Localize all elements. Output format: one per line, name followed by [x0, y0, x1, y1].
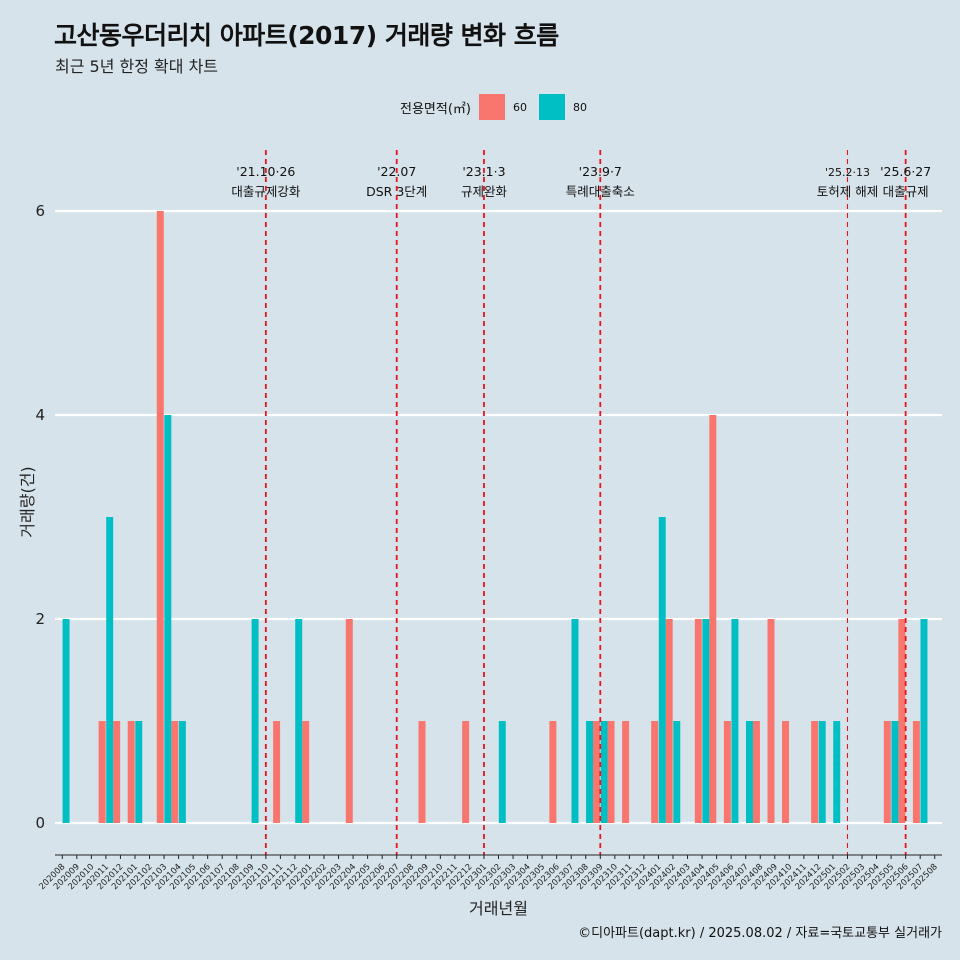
event-label: '25.6·27: [880, 164, 931, 179]
y-tick-label: 0: [35, 814, 45, 832]
bar-60-202111: [273, 721, 281, 823]
bar-80-202406: [731, 619, 739, 823]
bar-80-202008: [62, 619, 70, 823]
bar-80-202112: [295, 619, 303, 823]
y-tick-label: 6: [35, 202, 45, 220]
event-label: 대출규제강화: [231, 184, 301, 199]
bar-80-202101: [135, 721, 143, 823]
bar-60-202505: [883, 721, 891, 823]
bar-60-202306: [549, 721, 557, 823]
bar-80-202104: [178, 721, 186, 823]
bar-60-202404: [694, 619, 702, 823]
bar-80-202309: [600, 721, 608, 823]
bar-60-202409: [767, 619, 775, 823]
bar-60-202212: [462, 721, 470, 823]
bar-80-202401: [658, 517, 666, 823]
x-axis-title: 거래년월: [469, 899, 528, 918]
bar-60-202204: [345, 619, 353, 823]
y-tick-label: 4: [35, 406, 45, 424]
chart-title: 고산동우더리치 아파트(2017) 거래량 변화 흐름: [54, 21, 559, 50]
bar-60-202401: [651, 721, 659, 823]
event-label: '23.1·3: [462, 164, 505, 179]
y-tick-label: 2: [35, 610, 45, 628]
bar-60-202012: [113, 721, 121, 823]
bar-60-202406: [723, 721, 731, 823]
bar-60-202311: [622, 721, 630, 823]
bar-80-202505: [891, 721, 899, 823]
bar-60-202103: [156, 211, 164, 823]
chart-subtitle: 최근 5년 한정 확대 차트: [55, 57, 219, 76]
bar-60-202408: [752, 721, 760, 823]
bar-60-202402: [665, 619, 673, 823]
bar-60-202309: [593, 721, 600, 823]
legend-swatch-60: [478, 94, 505, 120]
bar-80-202402: [673, 721, 681, 823]
source-caption: ©디아파트(dapt.kr) / 2025.08.02 / 자료=국토교통부 실…: [578, 926, 942, 941]
bar-60-202310: [607, 721, 615, 823]
legend-title: 전용면적(㎡): [400, 101, 471, 117]
event-label: 특례대출축소: [566, 184, 635, 199]
legend: 전용면적(㎡) 60 80: [400, 94, 599, 120]
event-label: 대출규제: [883, 184, 929, 199]
bar-60-202201: [302, 721, 310, 823]
bar-60-202506: [898, 619, 906, 823]
legend-swatch-80: [538, 94, 565, 120]
bar-60-202209: [418, 721, 426, 823]
bar-80-202407: [745, 721, 753, 823]
bar-60-202412: [811, 721, 819, 823]
bar-60-202101: [127, 721, 135, 823]
event-label: '22.07: [377, 164, 416, 179]
bar-60-202507: [912, 721, 920, 823]
event-label: 규제완화: [461, 184, 508, 199]
event-label: '25.2·13: [825, 166, 870, 179]
event-label: '23.9·7: [579, 164, 622, 179]
bar-60-202410: [782, 721, 790, 823]
bar-80-202412: [818, 721, 826, 823]
bar-80-202103: [164, 415, 172, 823]
y-axis-title: 거래량(건): [18, 466, 37, 537]
bar-80-202501: [833, 721, 841, 823]
bar-60-202104: [171, 721, 179, 823]
bar-80-202404: [702, 619, 710, 823]
bar-60-202011: [98, 721, 106, 823]
bar-80-202507: [920, 619, 928, 823]
bar-80-202308: [586, 721, 594, 823]
bar-80-202011: [106, 517, 114, 823]
event-label: '21.10·26: [236, 164, 295, 179]
event-label: 토허제 해제: [817, 184, 878, 199]
event-label: DSR 3단계: [366, 184, 427, 199]
legend-label-80: 80: [572, 100, 587, 114]
bar-80-202307: [571, 619, 579, 823]
legend-label-60: 60: [512, 100, 527, 114]
bar-80-202109: [251, 619, 259, 823]
bar-60-202405: [709, 415, 717, 823]
bar-80-202302: [498, 721, 506, 823]
